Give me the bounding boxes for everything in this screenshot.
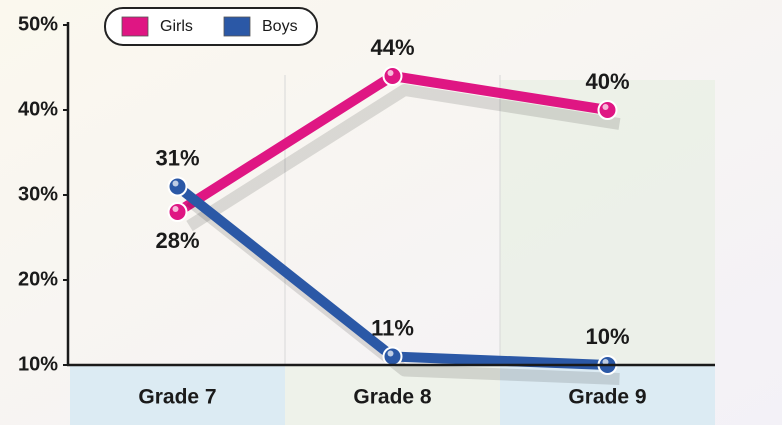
point-highlight: [388, 351, 394, 357]
x-tick-label: Grade 7: [138, 386, 216, 409]
value-label: 28%: [155, 228, 199, 253]
point: [169, 203, 187, 221]
y-tick-label: 50%: [18, 13, 58, 35]
legend-label: Girls: [160, 18, 193, 35]
value-label: 11%: [371, 315, 414, 340]
point-highlight: [173, 206, 179, 212]
y-tick-label: 40%: [18, 98, 58, 120]
y-tick-label: 30%: [18, 183, 58, 205]
point-highlight: [603, 104, 609, 110]
y-tick-label: 10%: [18, 353, 58, 375]
value-label: 40%: [585, 69, 629, 94]
x-tick-label: Grade 9: [568, 386, 646, 409]
chart: 28% 44% 40% 31% 11% 10% Girls Boys 10% 20% 30% 40…: [0, 0, 782, 425]
x-tick-label: Grade 8: [353, 386, 432, 409]
legend: Girls Boys: [105, 8, 317, 45]
legend-swatch: [224, 17, 250, 36]
point: [169, 178, 187, 196]
value-label: 44%: [370, 35, 414, 60]
legend-label: Boys: [262, 18, 298, 35]
value-label: 10%: [585, 324, 629, 349]
y-tick-label: 20%: [18, 268, 58, 290]
point: [384, 348, 402, 366]
point-highlight: [173, 181, 179, 187]
point: [599, 101, 617, 119]
value-label: 31%: [155, 145, 199, 170]
point: [384, 67, 402, 85]
point-highlight: [388, 70, 394, 76]
legend-swatch: [122, 17, 148, 36]
